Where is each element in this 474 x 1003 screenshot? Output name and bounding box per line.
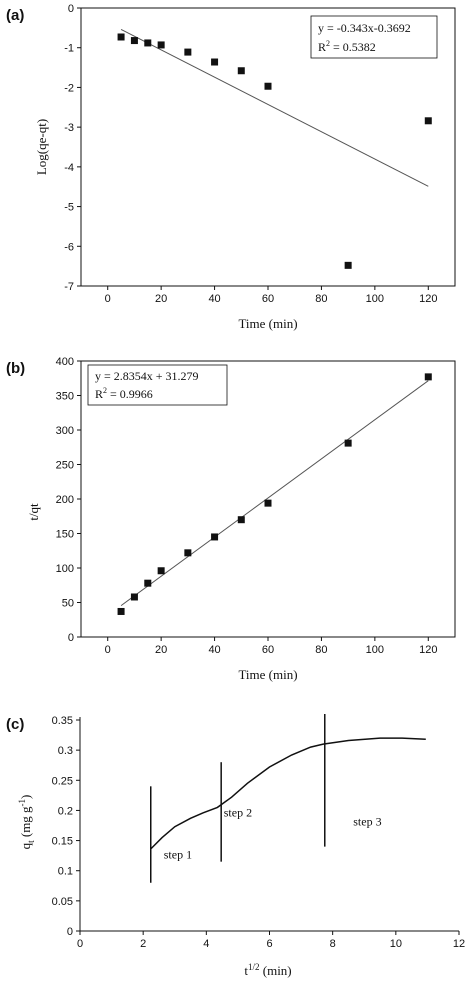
panel-c-curve	[150, 737, 426, 850]
panel-a-y-axis-label: Log(qe-qt)	[34, 119, 49, 175]
panel-c-x-tick-label: 8	[330, 938, 336, 950]
panel-b-x-tick-label: 0	[105, 644, 111, 656]
panel-b-x-tick-label: 40	[208, 644, 220, 656]
panel-a-equation: y = -0.343x-0.3692	[318, 21, 411, 35]
panel-a-data-point	[211, 58, 219, 66]
panel-a-x-tick-label: 20	[155, 293, 167, 305]
panel-c-step-label: step 3	[353, 815, 381, 829]
panel-c-ticks: 0 2 4 6 8 10 12 0 0.05 0.1 0.15 0.2 0.25 0.3 0.35	[52, 715, 466, 950]
panel-a-data-point	[157, 41, 165, 49]
panel-b-y-tick-label: 0	[68, 632, 74, 644]
panel-b-y-tick-label: 300	[56, 425, 74, 437]
panel-a-data-point	[344, 261, 352, 269]
panel-b-y-tick-label: 250	[56, 460, 74, 472]
panel-b-fit-line	[120, 380, 429, 607]
panel-a-data-point	[424, 117, 432, 125]
panel-a-data-point	[130, 37, 138, 45]
panel-a-data-point	[117, 33, 125, 41]
panel-a-x-tick-label: 100	[366, 293, 384, 305]
panel-b-data-point	[144, 579, 152, 587]
panel-a: (a) 0 20 40 60 80 100 120 0 -1 -2 -3 -4 -5 -6 -7 y = -…	[6, 3, 456, 331]
panel-c-step-label: step 1	[164, 848, 192, 862]
panel-c-y-tick-label: 0.35	[52, 715, 73, 727]
panel-b-x-tick-label: 100	[366, 644, 384, 656]
panel-b-equation-box	[87, 364, 228, 406]
panel-c-y-axis-label: qt (mg g-1)	[17, 795, 36, 850]
panel-b-r2: R2 = 0.9966	[95, 386, 153, 401]
panel-c-step-labels: step 1 step 2 step 3	[164, 805, 382, 861]
panel-a-y-tick-label: -7	[64, 281, 74, 293]
panel-b-data-point	[264, 499, 272, 507]
panel-b-points	[117, 373, 432, 615]
panel-a-x-axis-label: Time (min)	[238, 316, 297, 331]
panel-c-step-label: step 2	[224, 805, 252, 819]
panel-b-x-tick-label: 80	[315, 644, 327, 656]
panel-b-ticks: 0 20 40 60 80 100 120 0 50 100 150 200 250 300 350 400	[56, 356, 438, 656]
panel-a-x-tick-label: 120	[419, 293, 437, 305]
panel-a-data-point	[184, 48, 192, 56]
panel-a-y-tick-label: -5	[64, 202, 74, 214]
panel-c-y-tick-label: 0.25	[52, 775, 73, 787]
panel-a-equation-box	[310, 15, 438, 59]
panel-c-x-tick-label: 6	[266, 938, 272, 950]
panel-c-step-lines	[149, 713, 326, 883]
panel-b-equation: y = 2.8354x + 31.279	[95, 369, 199, 383]
panel-a-fit-line	[120, 29, 429, 187]
panel-b-y-axis-label: t/qt	[26, 503, 41, 521]
panel-a-data-point	[144, 39, 152, 47]
panel-c-y-tick-label: 0.1	[58, 866, 73, 878]
panel-a-data-point	[264, 82, 272, 90]
panel-a-y-tick-label: -6	[64, 241, 74, 253]
panel-c-x-tick-label: 10	[390, 938, 402, 950]
panel-c-y-tick-label: 0.15	[52, 836, 73, 848]
panel-c-y-tick-label: 0.2	[58, 805, 73, 817]
panel-b-data-point	[211, 533, 219, 541]
panel-a-points	[117, 33, 432, 269]
panel-a-y-tick-label: -2	[64, 82, 74, 94]
panel-b-data-point	[237, 516, 245, 524]
panel-a-ticks: 0 20 40 60 80 100 120 0 -1 -2 -3 -4 -5 -6 -7	[64, 3, 437, 305]
panel-b-y-tick-label: 400	[56, 356, 74, 368]
panel-b-y-tick-label: 100	[56, 563, 74, 575]
panel-a-x-tick-label: 80	[315, 293, 327, 305]
panel-a-x-tick-label: 0	[105, 293, 111, 305]
panel-c-label: (c)	[6, 716, 24, 733]
panel-c-x-tick-label: 4	[203, 938, 209, 950]
panel-c-x-tick-label: 0	[77, 938, 83, 950]
panel-b-data-point	[130, 593, 138, 601]
panel-a-y-tick-label: -4	[64, 162, 74, 174]
panel-b-y-tick-label: 350	[56, 391, 74, 403]
panel-b-x-axis-label: Time (min)	[238, 667, 297, 682]
panel-a-y-tick-label: 0	[68, 3, 74, 15]
panel-b-x-tick-label: 120	[419, 644, 437, 656]
panel-b-data-point	[157, 567, 165, 575]
panel-c-y-tick-label: 0	[67, 926, 73, 938]
panel-b-data-point	[117, 607, 125, 615]
panel-c-x-tick-label: 12	[453, 938, 465, 950]
panel-a-data-point	[237, 67, 245, 75]
panel-a-x-tick-label: 40	[208, 293, 220, 305]
panel-b-data-point	[424, 373, 432, 381]
panel-b-y-tick-label: 50	[62, 598, 74, 610]
panel-a-x-tick-label: 60	[262, 293, 274, 305]
panel-a-y-tick-label: -1	[64, 43, 74, 55]
panel-b-x-tick-label: 20	[155, 644, 167, 656]
panel-c: (c) 0 2 4 6 8 10 1200.050.10.150.20.250.30.35 …	[6, 713, 466, 978]
panel-b-y-tick-label: 200	[56, 494, 74, 506]
panel-c-x-axis-label: t1/2 (min)	[244, 962, 291, 978]
panel-a-y-tick-label: -3	[64, 122, 74, 134]
panel-b-label: (b)	[6, 360, 25, 377]
panel-b-y-tick-label: 150	[56, 529, 74, 541]
panel-b: (b) 0 20 40 60 80 100 120 0 50 100 150 200 250 300 350…	[6, 356, 456, 682]
panel-c-y-tick-label: 0.05	[52, 896, 73, 908]
panel-b-data-point	[184, 549, 192, 557]
panel-c-y-tick-label: 0.3	[58, 745, 73, 757]
panel-a-r2: R2 = 0.5382	[318, 39, 376, 54]
panel-a-label: (a)	[6, 7, 24, 24]
panel-c-x-tick-label: 2	[140, 938, 146, 950]
panel-b-x-tick-label: 60	[262, 644, 274, 656]
panel-b-data-point	[344, 439, 352, 447]
